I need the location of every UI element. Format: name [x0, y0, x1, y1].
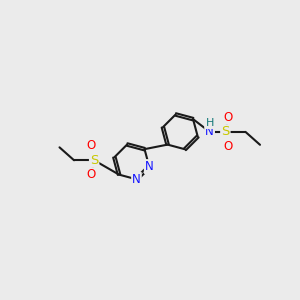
- Text: N: N: [132, 173, 141, 186]
- Text: O: O: [87, 168, 96, 181]
- Text: S: S: [221, 125, 230, 138]
- Text: N: N: [205, 125, 214, 138]
- Text: N: N: [145, 160, 154, 173]
- Text: O: O: [224, 111, 233, 124]
- Text: O: O: [224, 140, 233, 153]
- Text: H: H: [206, 118, 214, 128]
- Text: S: S: [90, 154, 98, 167]
- Text: O: O: [87, 139, 96, 152]
